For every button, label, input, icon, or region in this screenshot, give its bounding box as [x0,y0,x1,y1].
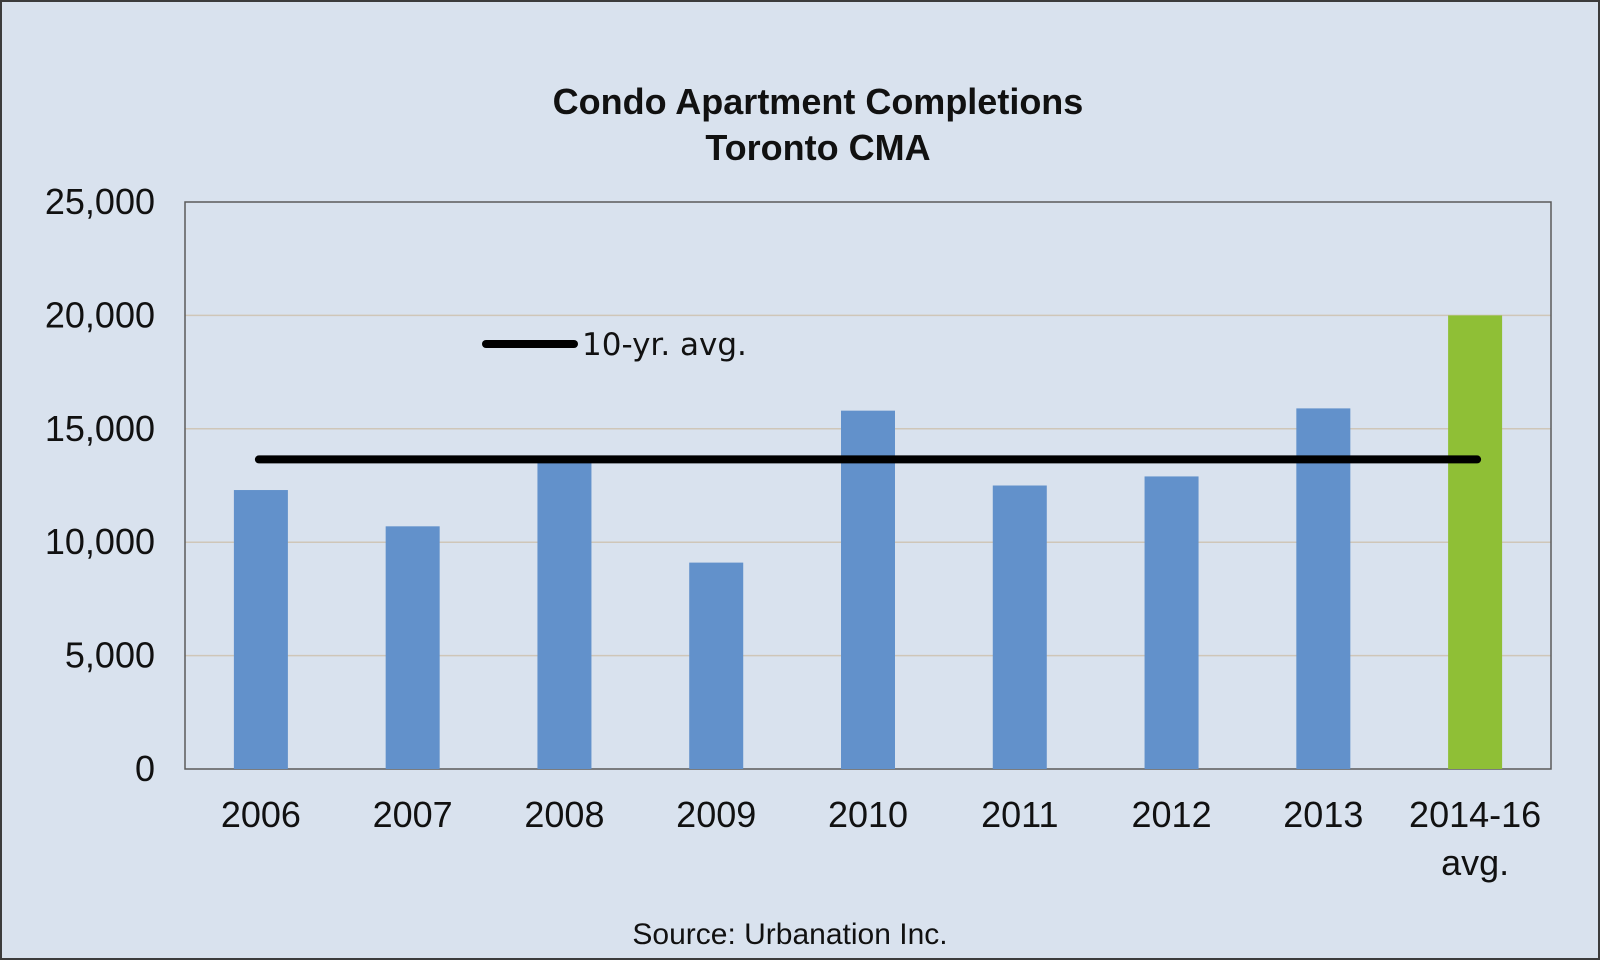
x-tick-label: 2007 [373,794,453,835]
y-tick-label: 20,000 [45,294,155,335]
y-tick-label: 10,000 [45,521,155,562]
legend-label: 10-yr. avg. [582,327,747,363]
bar-2010 [841,410,895,769]
x-tick-label: 2006 [221,794,301,835]
legend: 10-yr. avg. [482,327,747,363]
x-tick-label: 2012 [1132,794,1212,835]
x-axis-ticks: 2006 2007 2008 2009 2010 2011 2012 2013 2014-16 a… [221,794,1541,883]
x-tick-label: 2011 [981,794,1058,835]
bar-2013 [1296,408,1351,769]
bar-2011 [992,485,1047,769]
y-axis-ticks: 0 5,000 10,000 15,000 20,000 25,000 [45,181,155,789]
bar-2012 [1144,476,1199,769]
chart-subtitle: Toronto CMA [705,127,930,168]
bar-2006 [233,490,288,769]
x-tick-label: 2009 [676,794,756,835]
x-tick-label: 2010 [828,794,908,835]
x-tick-label: 2008 [524,794,604,835]
y-tick-label: 5,000 [65,635,155,676]
bar-2009 [689,562,744,769]
y-tick-label: 15,000 [45,408,155,449]
bar-2008 [537,460,592,769]
source-note: Source: Urbanation Inc. [632,918,947,951]
bar-2007 [385,526,440,769]
bars [233,315,1503,769]
x-tick-label: 2013 [1283,794,1363,835]
y-tick-label: 0 [135,748,155,789]
bar-2014-16-avg- [1448,315,1503,769]
chart-title: Condo Apartment Completions [553,81,1084,122]
x-tick-label: avg. [1441,842,1509,883]
y-tick-label: 25,000 [45,181,155,222]
x-tick-label: 2014-16 [1409,794,1541,835]
